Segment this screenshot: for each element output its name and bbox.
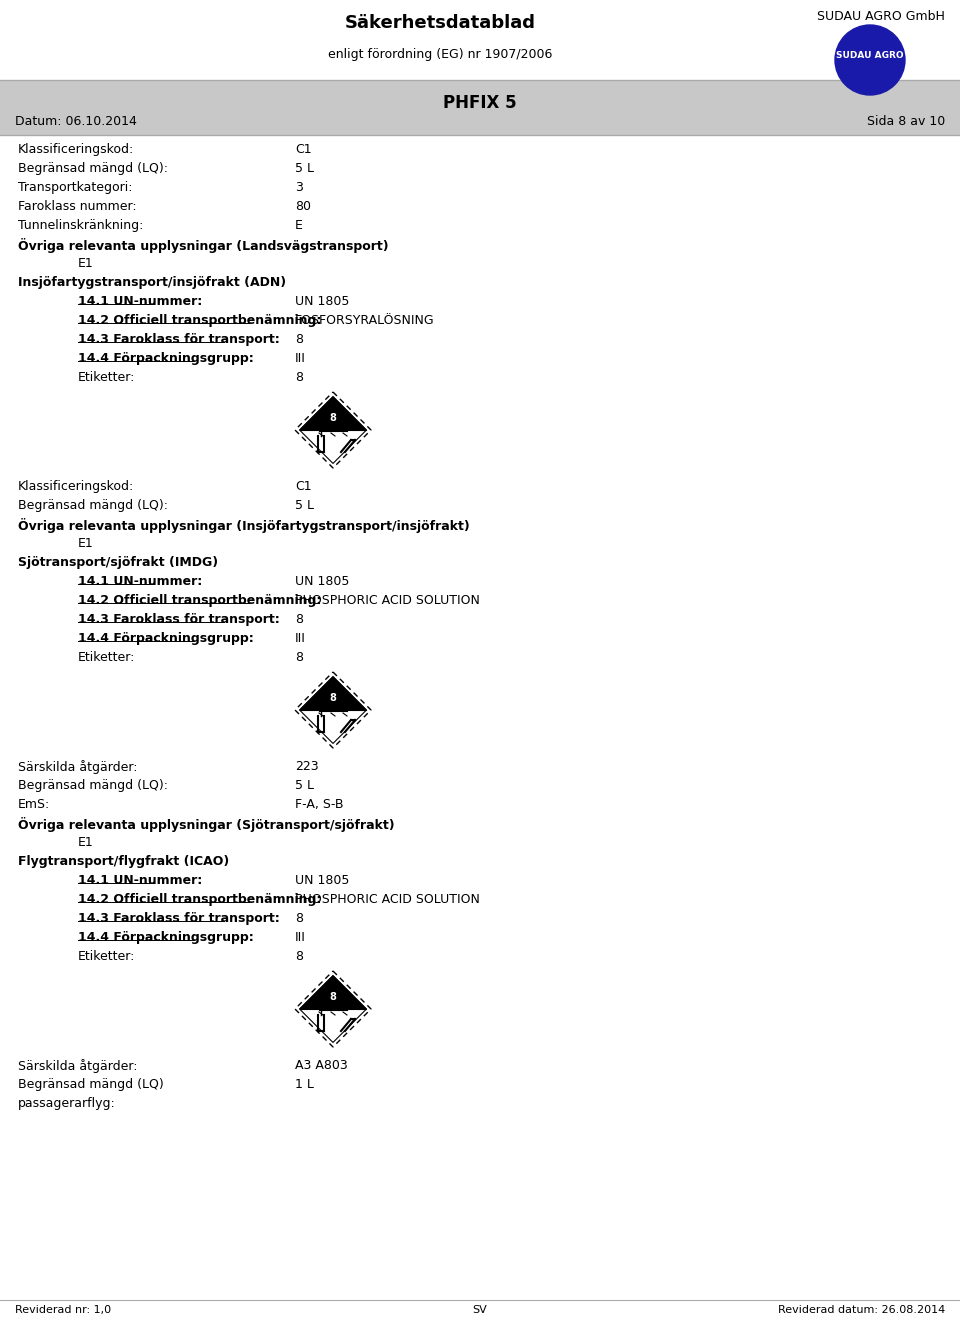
Text: 80: 80 [295,201,311,213]
Text: Etiketter:: Etiketter: [78,950,135,964]
FancyBboxPatch shape [0,81,960,135]
Text: 14.1 UN-nummer:: 14.1 UN-nummer: [78,576,203,587]
Text: Begränsad mängd (LQ):: Begränsad mängd (LQ): [18,779,168,792]
Text: Datum: 06.10.2014: Datum: 06.10.2014 [15,115,137,128]
Text: E1: E1 [78,537,94,550]
Text: 8: 8 [329,693,336,704]
Text: 1 L: 1 L [295,1078,314,1092]
Text: SUDAU AGRO: SUDAU AGRO [836,51,903,61]
Text: 14.2 Officiell transportbenämning:: 14.2 Officiell transportbenämning: [78,894,322,906]
Text: 8: 8 [295,912,303,925]
Text: E1: E1 [78,836,94,849]
Circle shape [835,25,905,95]
Text: Övriga relevanta upplysningar (Landsvägstransport): Övriga relevanta upplysningar (Landsvägs… [18,238,389,253]
Text: UN 1805: UN 1805 [295,294,349,308]
Text: Särskilda åtgärder:: Särskilda åtgärder: [18,760,137,774]
Text: Begränsad mängd (LQ):: Begränsad mängd (LQ): [18,162,168,176]
Text: Klassificeringskod:: Klassificeringskod: [18,143,134,156]
Text: EmS:: EmS: [18,799,50,810]
Text: Begränsad mängd (LQ): Begränsad mängd (LQ) [18,1078,164,1092]
Text: FOSFORSYRALÖSNING: FOSFORSYRALÖSNING [295,314,435,327]
Text: Begränsad mängd (LQ):: Begränsad mängd (LQ): [18,499,168,512]
Text: Faroklass nummer:: Faroklass nummer: [18,201,136,213]
Text: UN 1805: UN 1805 [295,874,349,887]
Text: Övriga relevanta upplysningar (Insjöfartygstransport/insjöfrakt): Övriga relevanta upplysningar (Insjöfart… [18,517,469,533]
Text: Flygtransport/flygfrakt (ICAO): Flygtransport/flygfrakt (ICAO) [18,855,229,869]
Text: Transportkategori:: Transportkategori: [18,181,132,194]
Text: Insjöfartygstransport/insjöfrakt (ADN): Insjöfartygstransport/insjöfrakt (ADN) [18,276,286,289]
Text: Klassificeringskod:: Klassificeringskod: [18,480,134,492]
Text: 14.1 UN-nummer:: 14.1 UN-nummer: [78,294,203,308]
Text: passagerarflyg:: passagerarflyg: [18,1097,116,1110]
Text: 14.1 UN-nummer:: 14.1 UN-nummer: [78,874,203,887]
Text: 14.2 Officiell transportbenämning:: 14.2 Officiell transportbenämning: [78,594,322,607]
Text: 5 L: 5 L [295,499,314,512]
Text: 14.4 Förpackningsgrupp:: 14.4 Förpackningsgrupp: [78,632,253,645]
Text: C1: C1 [295,143,312,156]
Text: 14.3 Faroklass för transport:: 14.3 Faroklass för transport: [78,612,279,626]
Text: UN 1805: UN 1805 [295,576,349,587]
Text: F-A, S-B: F-A, S-B [295,799,344,810]
Text: 8: 8 [295,371,303,384]
Text: Tunnelinskränkning:: Tunnelinskränkning: [18,219,143,232]
Text: 14.3 Faroklass för transport:: 14.3 Faroklass för transport: [78,912,279,925]
Text: 8: 8 [329,413,336,424]
Text: Sjötransport/sjöfrakt (IMDG): Sjötransport/sjöfrakt (IMDG) [18,556,218,569]
Text: 5 L: 5 L [295,162,314,176]
Text: Övriga relevanta upplysningar (Sjötransport/sjöfrakt): Övriga relevanta upplysningar (Sjötransp… [18,817,395,832]
Text: Etiketter:: Etiketter: [78,651,135,664]
Text: 3: 3 [295,181,302,194]
Text: PHOSPHORIC ACID SOLUTION: PHOSPHORIC ACID SOLUTION [295,894,480,906]
Text: Reviderad datum: 26.08.2014: Reviderad datum: 26.08.2014 [778,1305,945,1315]
Text: PHFIX 5: PHFIX 5 [444,94,516,112]
Polygon shape [300,975,367,1008]
Text: 14.2 Officiell transportbenämning:: 14.2 Officiell transportbenämning: [78,314,322,327]
Text: Särskilda åtgärder:: Särskilda åtgärder: [18,1059,137,1073]
Text: 223: 223 [295,760,319,774]
Text: enligt förordning (EG) nr 1907/2006: enligt förordning (EG) nr 1907/2006 [327,48,552,61]
Text: 8: 8 [295,333,303,346]
Text: III: III [295,931,306,944]
Text: 8: 8 [295,651,303,664]
Text: 14.4 Förpackningsgrupp:: 14.4 Förpackningsgrupp: [78,931,253,944]
Text: Säkerhetsdatablad: Säkerhetsdatablad [345,15,536,32]
Text: 8: 8 [295,612,303,626]
Text: PHOSPHORIC ACID SOLUTION: PHOSPHORIC ACID SOLUTION [295,594,480,607]
Text: SV: SV [472,1305,488,1315]
Polygon shape [300,396,367,430]
Text: 14.4 Förpackningsgrupp:: 14.4 Förpackningsgrupp: [78,352,253,366]
Text: E: E [295,219,302,232]
Text: C1: C1 [295,480,312,492]
Text: A3 A803: A3 A803 [295,1059,348,1072]
Text: Sida 8 av 10: Sida 8 av 10 [867,115,945,128]
Text: 8: 8 [295,950,303,964]
Text: 14.3 Faroklass för transport:: 14.3 Faroklass för transport: [78,333,279,346]
Text: III: III [295,352,306,366]
Text: SUDAU AGRO GmbH: SUDAU AGRO GmbH [817,11,945,22]
Text: E1: E1 [78,257,94,271]
Text: 8: 8 [329,993,336,1002]
Text: Etiketter:: Etiketter: [78,371,135,384]
Text: 5 L: 5 L [295,779,314,792]
Text: III: III [295,632,306,645]
Polygon shape [300,677,367,710]
Text: Reviderad nr: 1,0: Reviderad nr: 1,0 [15,1305,111,1315]
